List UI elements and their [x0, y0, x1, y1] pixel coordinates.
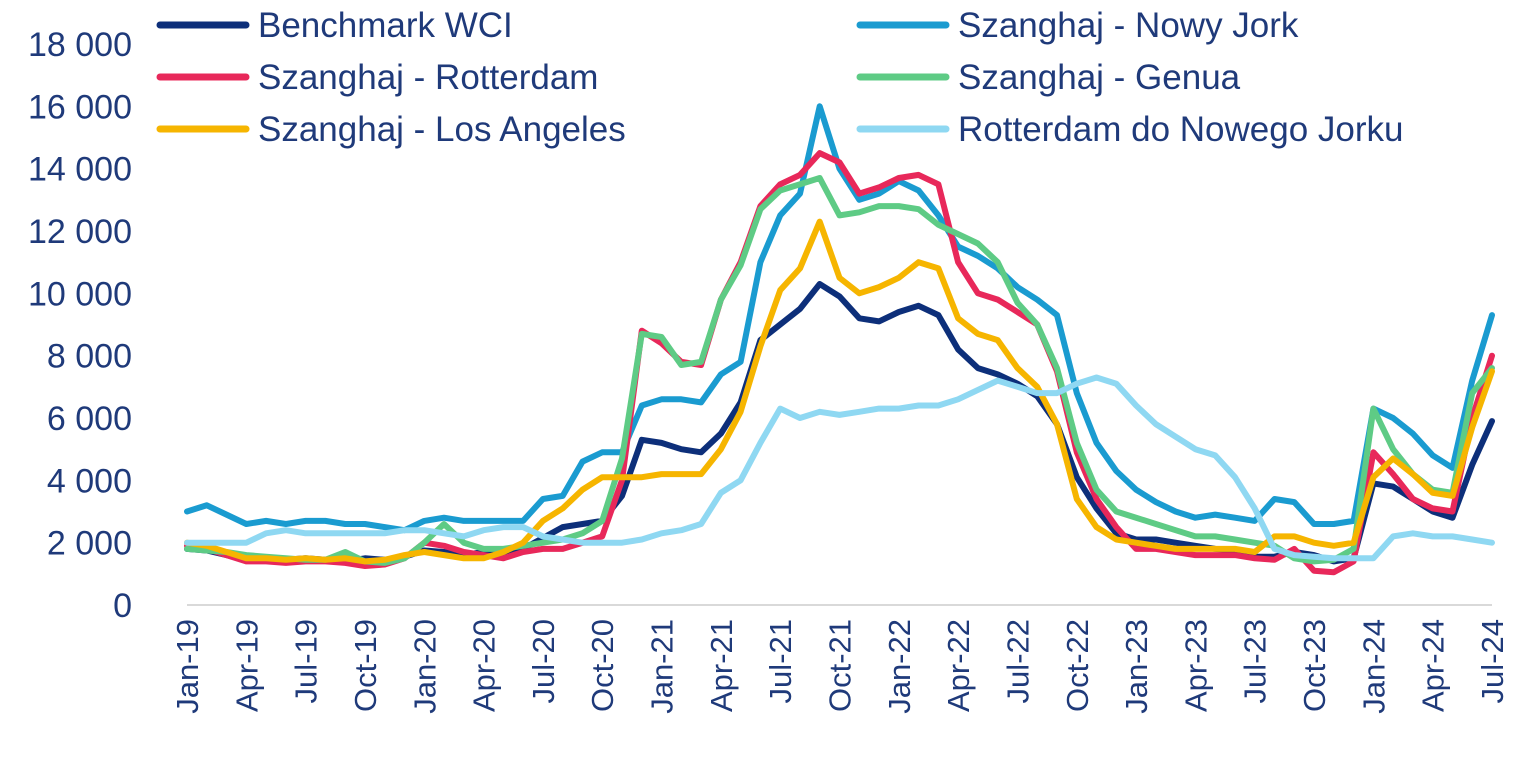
x-tick-label: Jul-21 — [763, 619, 798, 703]
y-tick-label: 18 000 — [28, 26, 132, 64]
x-tick-label: Oct-23 — [1297, 619, 1332, 712]
y-tick-label: 10 000 — [28, 275, 132, 313]
y-tick-label: 16 000 — [28, 88, 132, 126]
x-tick-label: Jan-22 — [882, 619, 917, 714]
x-tick-label: Oct-20 — [585, 619, 620, 712]
x-tick-label: Oct-21 — [823, 619, 858, 712]
series-line — [184, 103, 1495, 534]
series-line — [184, 374, 1495, 562]
series-line — [184, 218, 1495, 565]
legend-label: Benchmark WCI — [258, 6, 513, 45]
x-tick-label: Jan-21 — [645, 619, 680, 714]
y-axis-ticks: 0 2 000 4 000 6 000 8 000 10 000 12 000 14 000 1… — [28, 26, 132, 625]
legend-label: Rotterdam do Nowego Jorku — [958, 110, 1404, 149]
x-tick-label: Apr-20 — [467, 619, 502, 712]
legend-label: Szanghaj - Nowy Jork — [958, 6, 1299, 45]
legend-label: Szanghaj - Los Angeles — [258, 110, 626, 149]
x-tick-label: Jan-20 — [407, 619, 442, 714]
x-tick-label: Oct-22 — [1060, 619, 1095, 712]
x-tick-label: Jul-23 — [1238, 619, 1273, 703]
x-tick-label: Apr-23 — [1178, 619, 1213, 712]
x-tick-label: Jan-24 — [1356, 619, 1391, 714]
x-tick-label: Apr-24 — [1416, 619, 1451, 712]
x-tick-label: Oct-19 — [348, 619, 383, 712]
legend-label: Szanghaj - Genua — [958, 58, 1241, 97]
legend: Benchmark WCI Szanghaj - Rotterdam Szangha… — [156, 6, 1404, 149]
x-tick-label: Jul-20 — [526, 619, 561, 703]
y-tick-label: 6 000 — [47, 400, 132, 438]
x-tick-label: Jul-19 — [289, 619, 324, 703]
y-tick-label: 0 — [113, 587, 132, 625]
y-tick-label: 4 000 — [47, 462, 132, 500]
y-tick-label: 2 000 — [47, 525, 132, 563]
y-tick-label: 14 000 — [28, 151, 132, 189]
x-tick-label: Jul-24 — [1475, 619, 1510, 703]
x-axis-ticks: Jan-19 Apr-19 Jul-19 Oct-19 Jan-20 Apr-20 Jul-… — [170, 619, 1510, 714]
y-tick-label: 8 000 — [47, 338, 132, 376]
y-tick-label: 12 000 — [28, 213, 132, 251]
series-lines — [184, 103, 1495, 576]
x-tick-label: Apr-22 — [941, 619, 976, 712]
x-tick-label: Jan-19 — [170, 619, 205, 714]
series-line — [184, 281, 1495, 565]
x-tick-label: Jul-22 — [1000, 619, 1035, 703]
legend-label: Szanghaj - Rotterdam — [258, 58, 598, 97]
x-tick-label: Jan-23 — [1119, 619, 1154, 714]
x-tick-label: Apr-21 — [704, 619, 739, 712]
x-tick-label: Apr-19 — [229, 619, 264, 712]
